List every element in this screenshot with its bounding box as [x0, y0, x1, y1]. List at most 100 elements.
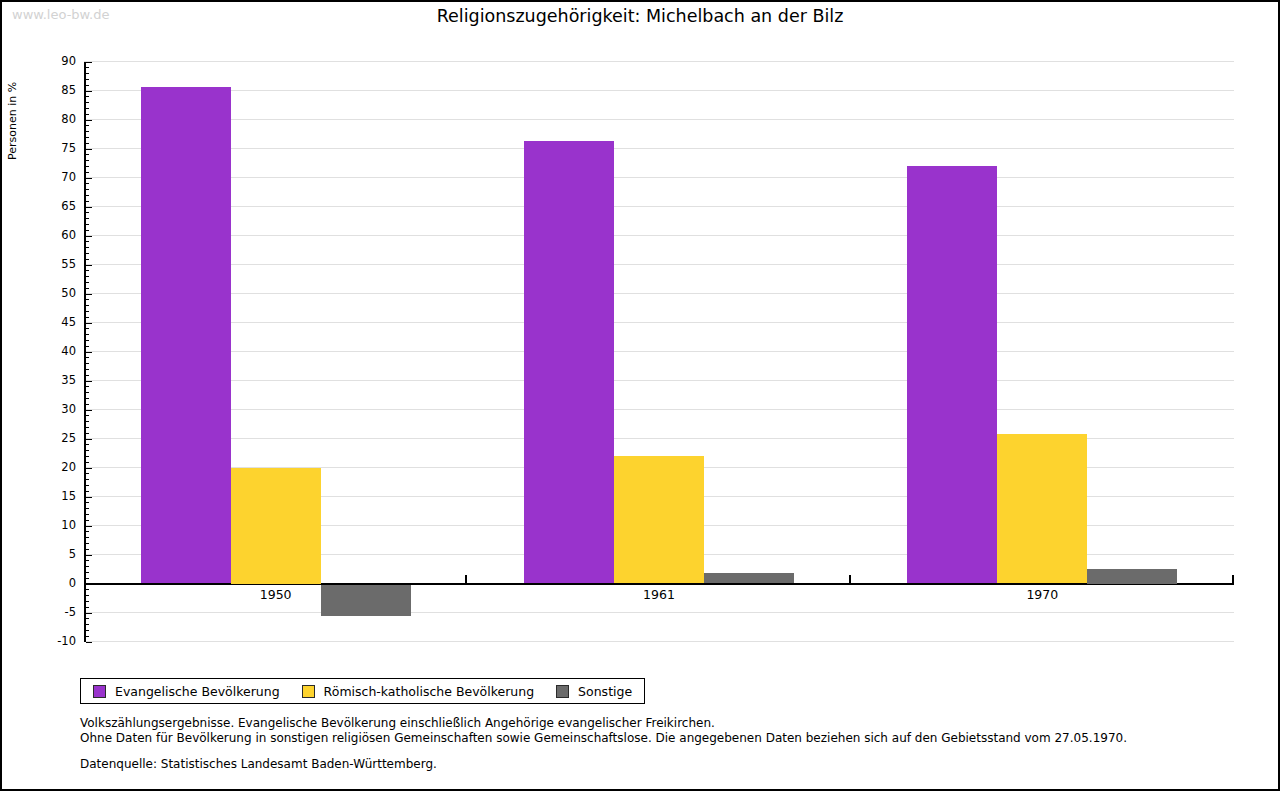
y-minor-tick	[86, 404, 89, 405]
y-minor-tick	[86, 317, 89, 318]
legend-label: Römisch-katholische Bevölkerung	[324, 684, 535, 699]
y-minor-tick	[86, 201, 89, 202]
y-tick-label: 10	[36, 518, 76, 532]
y-minor-tick	[86, 340, 89, 341]
y-gridline	[84, 61, 1234, 62]
y-major-tick	[86, 497, 92, 498]
y-minor-tick	[86, 491, 89, 492]
y-tick-label: -5	[36, 605, 76, 619]
y-minor-tick	[86, 218, 89, 219]
footnotes: Volkszählungsergebnisse. Evangelische Be…	[80, 716, 1127, 772]
y-minor-tick	[86, 328, 89, 329]
y-tick-label: 35	[36, 373, 76, 387]
y-major-tick	[86, 555, 92, 556]
bar-1950-series-1	[231, 468, 321, 584]
y-gridline	[84, 641, 1234, 642]
y-tick-label: 50	[36, 286, 76, 300]
y-major-tick	[86, 207, 92, 208]
y-minor-tick	[86, 595, 89, 596]
y-minor-tick	[86, 172, 89, 173]
y-minor-tick	[86, 125, 89, 126]
y-minor-tick	[86, 166, 89, 167]
y-major-tick	[86, 381, 92, 382]
y-major-tick	[86, 352, 92, 353]
y-major-tick	[86, 294, 92, 295]
y-minor-tick	[86, 288, 89, 289]
y-minor-tick	[86, 636, 89, 637]
y-major-tick	[86, 468, 92, 469]
chart-title: Religionszugehörigkeit: Michelbach an de…	[2, 6, 1278, 26]
y-minor-tick	[86, 537, 89, 538]
y-minor-tick	[86, 305, 89, 306]
y-minor-tick	[86, 334, 89, 335]
y-minor-tick	[86, 114, 89, 115]
y-minor-tick	[86, 560, 89, 561]
x-axis-tick	[1232, 575, 1234, 583]
y-minor-tick	[86, 282, 89, 283]
y-minor-tick	[86, 241, 89, 242]
y-tick-label: 70	[36, 170, 76, 184]
y-tick-label: 45	[36, 315, 76, 329]
y-minor-tick	[86, 543, 89, 544]
y-major-tick	[86, 236, 92, 237]
y-gridline	[84, 322, 1234, 323]
y-major-tick	[86, 642, 92, 643]
y-minor-tick	[86, 253, 89, 254]
y-minor-tick	[86, 79, 89, 80]
y-minor-tick	[86, 96, 89, 97]
y-minor-tick	[86, 67, 89, 68]
x-category-label: 1950	[216, 587, 336, 602]
y-tick-label: 25	[36, 431, 76, 445]
chart-frame: www.leo-bw.de Religionszugehörigkeit: Mi…	[0, 0, 1280, 791]
y-minor-tick	[86, 346, 89, 347]
y-axis-line	[84, 62, 86, 642]
y-minor-tick	[86, 479, 89, 480]
bar-1970-series-1	[997, 434, 1087, 583]
y-tick-label: 30	[36, 402, 76, 416]
y-minor-tick	[86, 270, 89, 271]
y-minor-tick	[86, 578, 89, 579]
y-axis-label: Personen in %	[6, 82, 19, 160]
y-minor-tick	[86, 73, 89, 74]
y-minor-tick	[86, 618, 89, 619]
y-tick-label: 85	[36, 83, 76, 97]
y-gridline	[84, 206, 1234, 207]
y-minor-tick	[86, 433, 89, 434]
y-minor-tick	[86, 369, 89, 370]
y-major-tick	[86, 410, 92, 411]
legend-label: Evangelische Bevölkerung	[115, 684, 280, 699]
bar-1961-series-2	[704, 573, 794, 583]
y-major-tick	[86, 149, 92, 150]
y-gridline	[84, 90, 1234, 91]
y-minor-tick	[86, 212, 89, 213]
y-minor-tick	[86, 589, 89, 590]
y-gridline	[84, 380, 1234, 381]
y-minor-tick	[86, 276, 89, 277]
y-minor-tick	[86, 160, 89, 161]
legend-swatch-icon	[93, 685, 106, 698]
y-minor-tick	[86, 415, 89, 416]
y-minor-tick	[86, 195, 89, 196]
y-minor-tick	[86, 363, 89, 364]
y-tick-label: 15	[36, 489, 76, 503]
y-major-tick	[86, 91, 92, 92]
x-category-label: 1961	[599, 587, 719, 602]
y-major-tick	[86, 178, 92, 179]
y-major-tick	[86, 439, 92, 440]
y-minor-tick	[86, 143, 89, 144]
y-major-tick	[86, 613, 92, 614]
y-minor-tick	[86, 311, 89, 312]
y-minor-tick	[86, 421, 89, 422]
y-minor-tick	[86, 154, 89, 155]
y-minor-tick	[86, 108, 89, 109]
bar-1970-series-0	[907, 166, 997, 584]
y-minor-tick	[86, 601, 89, 602]
y-gridline	[84, 264, 1234, 265]
y-minor-tick	[86, 473, 89, 474]
y-minor-tick	[86, 502, 89, 503]
y-major-tick	[86, 120, 92, 121]
legend-label: Sonstige	[578, 684, 632, 699]
y-gridline	[84, 409, 1234, 410]
x-axis-tick	[849, 575, 851, 583]
y-minor-tick	[86, 386, 89, 387]
